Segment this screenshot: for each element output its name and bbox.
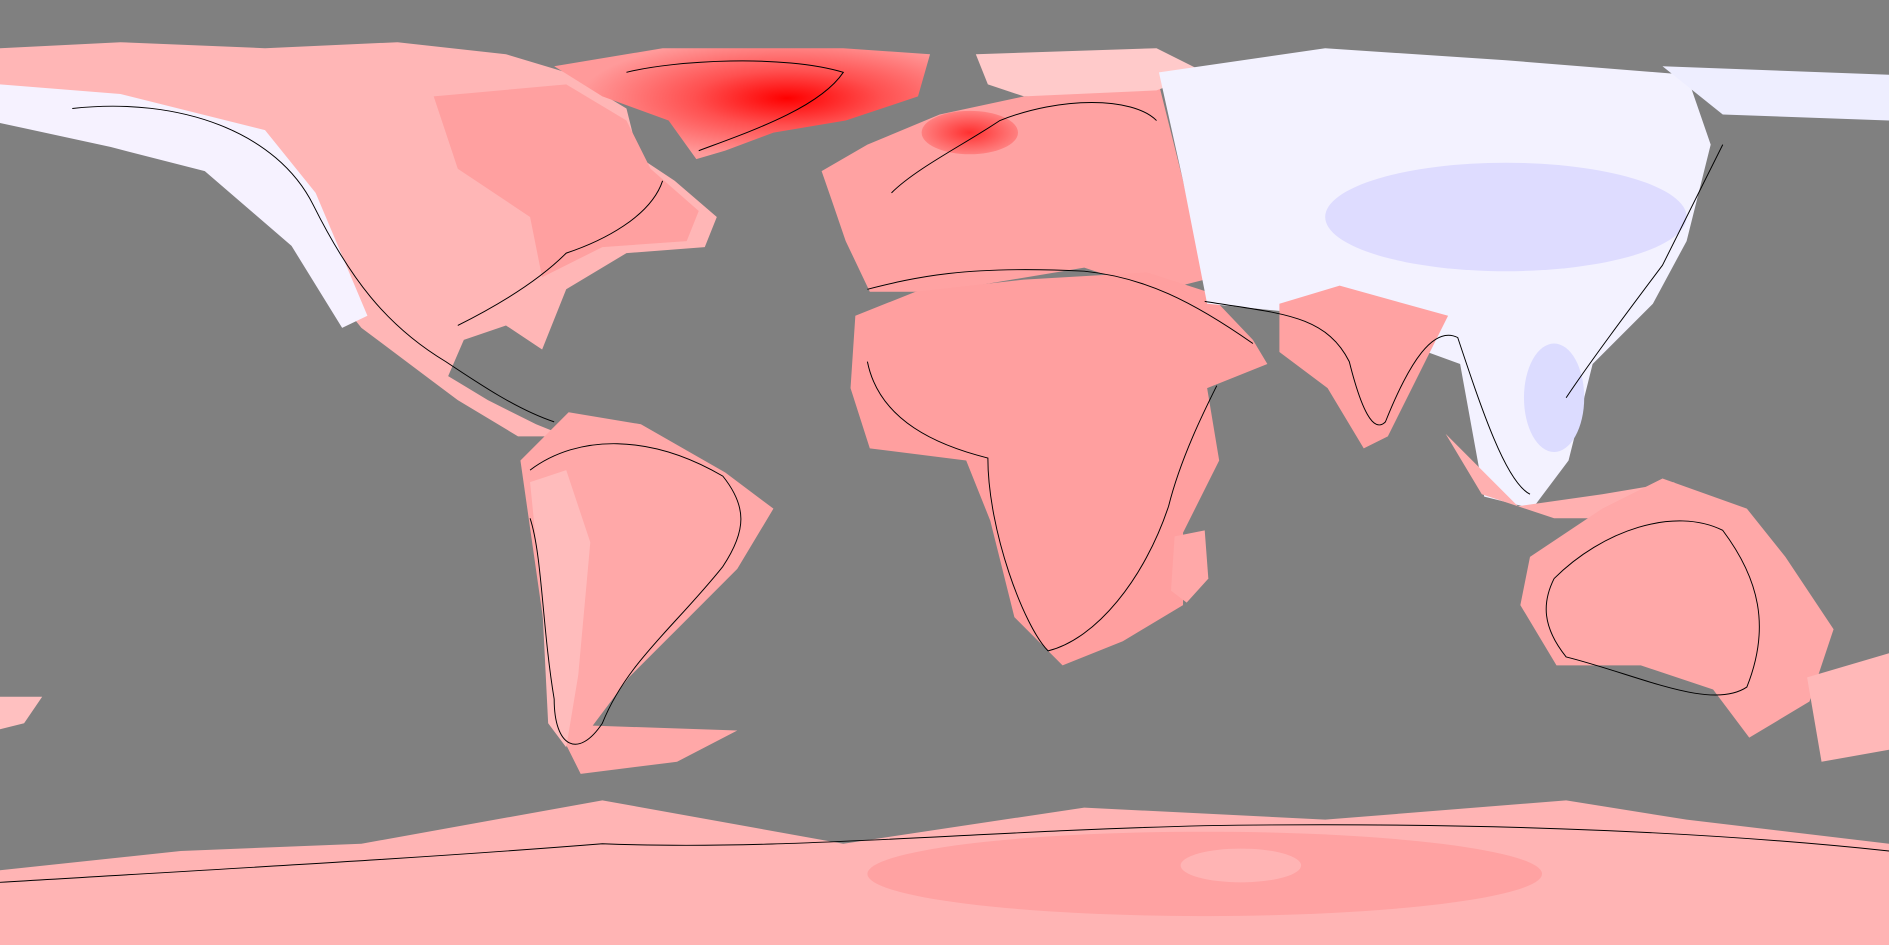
south-america: [520, 412, 774, 774]
north-america-east: [433, 84, 699, 278]
australia: [1520, 478, 1834, 738]
greenland: [554, 48, 931, 160]
arctic-europe: [975, 48, 1205, 97]
india: [1279, 285, 1449, 449]
west-edge: [0, 696, 43, 730]
europe: [821, 84, 1205, 292]
south-america-west: [530, 470, 591, 748]
north-atlantic-hot: [921, 110, 1018, 155]
asia-cool-south: [1523, 343, 1585, 453]
antarctica-core: [1180, 848, 1302, 883]
arctic-asia: [1662, 66, 1889, 121]
north-america-cool: [0, 84, 368, 328]
africa: [850, 272, 1268, 666]
madagascar: [1170, 530, 1209, 603]
asia-cool-core: [1325, 162, 1687, 272]
new-zealand: [1807, 653, 1889, 762]
coastline: [0, 60, 1889, 883]
southeast-asia-islands: [1445, 433, 1675, 519]
